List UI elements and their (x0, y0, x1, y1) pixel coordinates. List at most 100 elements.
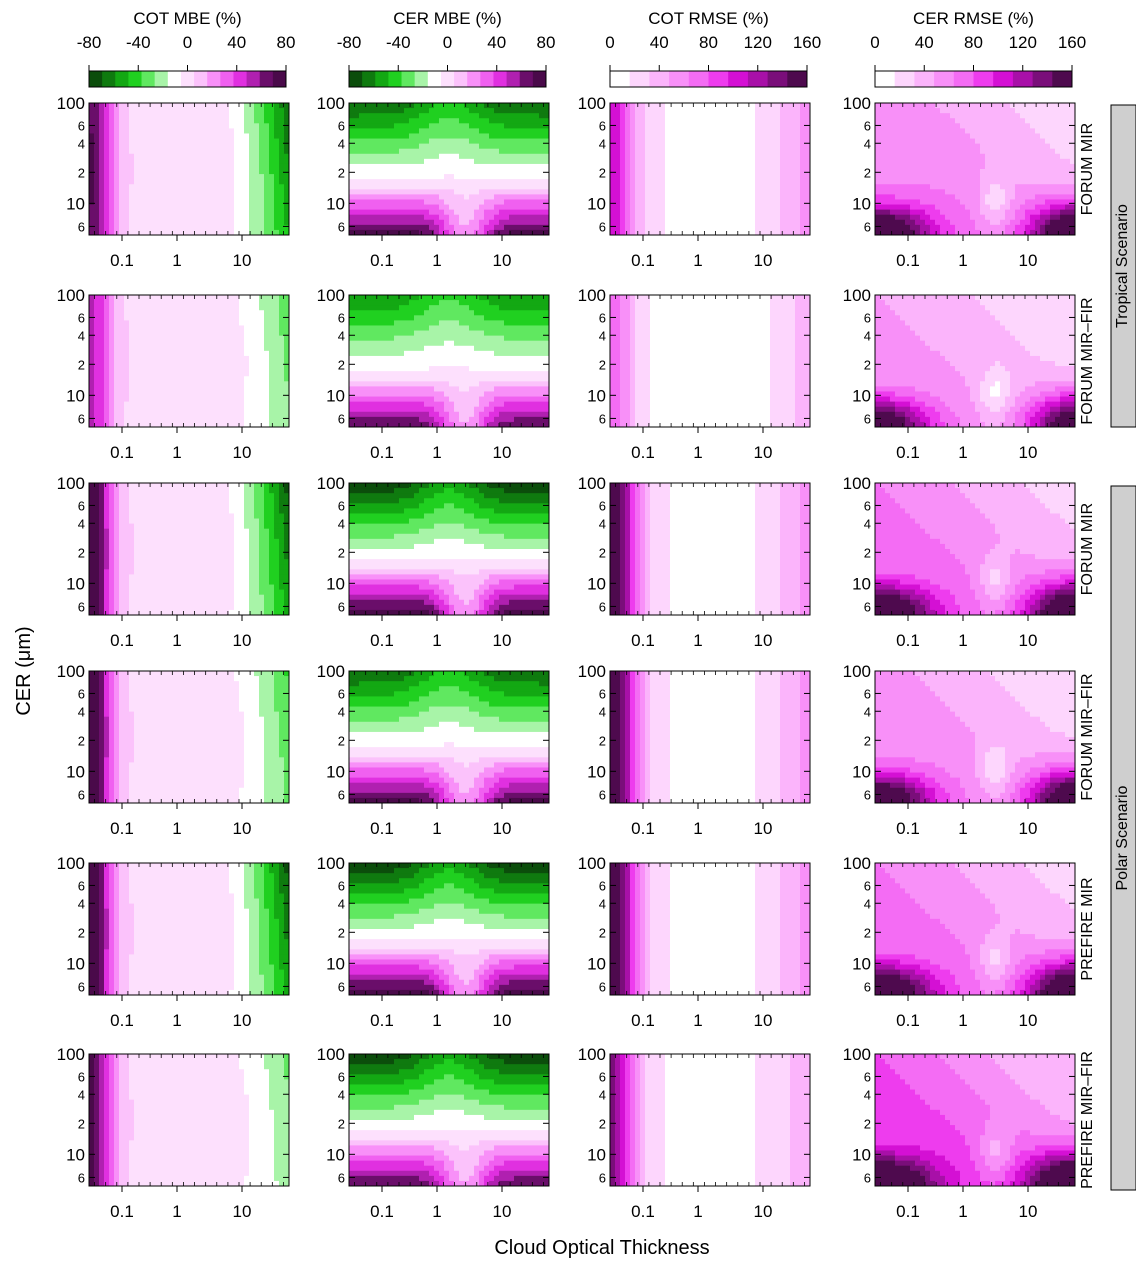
heatmap-cell (635, 169, 641, 175)
heatmap-cell (524, 215, 530, 221)
heatmap-cell (224, 108, 230, 114)
heatmap-cell (389, 220, 395, 226)
y-tick-label: 100 (317, 94, 345, 113)
heatmap-cell (119, 220, 125, 226)
heatmap-cell (404, 194, 410, 200)
heatmap-cell (144, 144, 150, 150)
heatmap-cell (459, 149, 465, 155)
heatmap-cell (389, 205, 395, 211)
heatmap-cell (424, 128, 430, 134)
heatmap-cell (374, 189, 380, 195)
heatmap-cell (214, 123, 220, 129)
heatmap-cell (399, 118, 405, 124)
heatmap-cell (139, 199, 145, 205)
heatmap-cell (519, 225, 525, 231)
heatmap-cell (119, 123, 125, 129)
heatmap-cell (354, 210, 360, 216)
heatmap-cell (159, 103, 165, 109)
heatmap-cell (374, 128, 380, 134)
heatmap-cell (489, 128, 495, 134)
heatmap-cell (264, 118, 270, 124)
heatmap-cell (620, 194, 626, 200)
heatmap-cell (164, 103, 170, 109)
heatmap-cell (514, 144, 520, 150)
heatmap-cell (164, 139, 170, 145)
heatmap-cell (239, 128, 245, 134)
heatmap-cell (489, 133, 495, 139)
heatmap-cell (204, 199, 210, 205)
heatmap-cell (464, 133, 470, 139)
heatmap-cell (199, 164, 205, 170)
heatmap-cell (274, 118, 280, 124)
heatmap-cell (514, 194, 520, 200)
heatmap-cell (269, 220, 275, 226)
heatmap-cell (179, 123, 185, 129)
heatmap-cell (524, 194, 530, 200)
heatmap-cell (214, 184, 220, 190)
heatmap-cell (119, 159, 125, 165)
heatmap-cell (484, 154, 490, 160)
heatmap-cell (454, 184, 460, 190)
heatmap-cell (449, 108, 455, 114)
heatmap-cell (454, 220, 460, 226)
heatmap-cell (514, 139, 520, 145)
heatmap-cell (504, 113, 510, 119)
heatmap-cell (504, 103, 510, 109)
heatmap-cell (484, 169, 490, 175)
heatmap-cell (384, 194, 390, 200)
colorbar-swatch (954, 71, 974, 87)
heatmap-cell (194, 149, 200, 155)
heatmap-cell (249, 174, 255, 180)
heatmap-cell (504, 123, 510, 129)
heatmap-cell (509, 144, 515, 150)
heatmap-cell (184, 159, 190, 165)
heatmap-cell (279, 205, 285, 211)
heatmap-cell (419, 103, 425, 109)
heatmap-cell (399, 139, 405, 145)
heatmap-cell (264, 225, 270, 231)
heatmap-cell (234, 210, 240, 216)
heatmap-cell (399, 225, 405, 231)
heatmap-cell (134, 169, 140, 175)
heatmap-cell (404, 154, 410, 160)
heatmap-cell (630, 189, 636, 195)
heatmap-cell (429, 179, 435, 185)
heatmap-cell (244, 113, 250, 119)
heatmap-cell (164, 159, 170, 165)
heatmap-cell (219, 149, 225, 155)
colorbar-swatch (454, 71, 468, 87)
heatmap-cell (189, 103, 195, 109)
heatmap-cell (494, 220, 500, 226)
colorbar-swatch (520, 71, 534, 87)
heatmap-cell (129, 210, 135, 216)
heatmap-cell (404, 179, 410, 185)
colorbar-swatch (428, 71, 442, 87)
heatmap-cell (534, 123, 540, 129)
heatmap-cell (469, 154, 475, 160)
heatmap-cell (194, 144, 200, 150)
heatmap-cell (124, 189, 130, 195)
heatmap-cell (424, 164, 430, 170)
heatmap-cell (369, 144, 375, 150)
heatmap-cell (494, 194, 500, 200)
heatmap-cell (279, 179, 285, 185)
heatmap-cell (249, 108, 255, 114)
heatmap-cell (349, 184, 355, 190)
heatmap-cell (534, 144, 540, 150)
heatmap-cell (414, 164, 420, 170)
heatmap-cell (209, 205, 215, 211)
heatmap-cell (464, 199, 470, 205)
heatmap-cell (409, 154, 415, 160)
heatmap-cell (524, 179, 530, 185)
heatmap-cell (399, 199, 405, 205)
colorbar-swatch (273, 71, 287, 87)
heatmap-cell (399, 103, 405, 109)
heatmap-cell (209, 128, 215, 134)
heatmap-cell (109, 103, 115, 109)
heatmap-cell (234, 133, 240, 139)
heatmap-cell (359, 128, 365, 134)
heatmap-cell (199, 215, 205, 221)
heatmap-cell (374, 199, 380, 205)
heatmap-cell (630, 108, 636, 114)
heatmap-cell (359, 205, 365, 211)
